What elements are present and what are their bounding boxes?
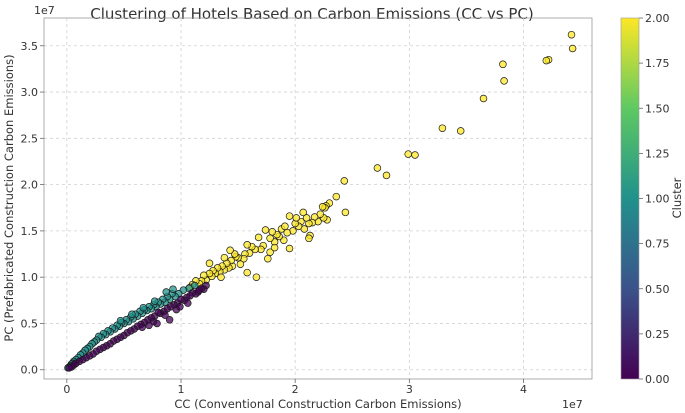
data-point-cluster-2 bbox=[542, 56, 551, 65]
colorbar-tick-label: 0.50 bbox=[645, 283, 670, 296]
data-point-cluster-2 bbox=[270, 243, 279, 252]
data-point-cluster-2 bbox=[285, 244, 294, 253]
data-point-cluster-0 bbox=[165, 316, 174, 324]
data-point-cluster-2 bbox=[373, 164, 382, 172]
y-tick-label: 2.5 bbox=[21, 132, 39, 145]
colorbar-tick-label: 1.50 bbox=[645, 102, 670, 115]
data-point-cluster-2 bbox=[302, 214, 311, 222]
grid bbox=[44, 18, 592, 379]
data-point-cluster-1 bbox=[169, 285, 177, 293]
data-point-cluster-1 bbox=[128, 310, 136, 318]
x-axis-label: CC (Conventional Construction Carbon Emi… bbox=[174, 397, 461, 411]
y-tick-label: 2.0 bbox=[21, 179, 39, 192]
plot-area-frame bbox=[43, 17, 593, 380]
data-point-cluster-0 bbox=[145, 321, 153, 330]
data-point-cluster-2 bbox=[243, 268, 251, 277]
data-point-cluster-2 bbox=[332, 192, 341, 201]
data-point-cluster-0 bbox=[176, 303, 184, 311]
data-point-cluster-2 bbox=[217, 273, 225, 281]
data-point-cluster-2 bbox=[382, 171, 391, 180]
data-point-cluster-0 bbox=[195, 286, 204, 294]
colorbar-tick-label: 1.25 bbox=[645, 147, 670, 160]
data-point-cluster-2 bbox=[567, 30, 576, 39]
colorbar-ticks: 0.00 0.25 0.50 0.75 1.00 1.25 1.50 1.75 2.00 bbox=[639, 12, 670, 386]
y-tick-label: 0.5 bbox=[21, 317, 39, 330]
colorbar-tick-label: 1.75 bbox=[645, 57, 670, 70]
data-point-cluster-2 bbox=[318, 203, 327, 211]
data-point-cluster-2 bbox=[299, 208, 307, 217]
data-point-cluster-2 bbox=[305, 234, 313, 243]
data-point-cluster-2 bbox=[254, 233, 263, 242]
data-point-cluster-2 bbox=[500, 77, 508, 85]
colorbar-tick-label: 1.00 bbox=[645, 193, 670, 206]
data-point-cluster-2 bbox=[226, 246, 234, 255]
data-point-cluster-0 bbox=[65, 364, 73, 372]
x-scale-offset-label: 1e7 bbox=[562, 398, 583, 411]
scatter-points bbox=[64, 30, 577, 372]
data-point-cluster-2 bbox=[404, 150, 412, 158]
data-point-cluster-1 bbox=[139, 303, 148, 312]
data-point-cluster-2 bbox=[264, 254, 272, 263]
y-scale-offset-label: 1e7 bbox=[34, 4, 55, 17]
y-tick-label: 1.0 bbox=[21, 271, 39, 284]
y-axis-label: PC (Prefabricated Construction Carbon Em… bbox=[2, 54, 16, 341]
y-tick-label: 1.5 bbox=[21, 225, 39, 238]
y-tick-label: 0.0 bbox=[21, 364, 39, 377]
data-point-cluster-2 bbox=[292, 214, 301, 222]
data-point-cluster-2 bbox=[261, 226, 270, 234]
x-tick-label: 2 bbox=[292, 383, 299, 396]
y-tick-label: 3.5 bbox=[21, 40, 39, 53]
x-axis-ticks: 0 1 2 3 4 bbox=[63, 379, 527, 396]
data-point-cluster-2 bbox=[268, 228, 277, 236]
data-point-cluster-2 bbox=[220, 253, 229, 262]
data-point-cluster-2 bbox=[411, 151, 419, 159]
data-point-cluster-0 bbox=[153, 319, 161, 328]
data-point-cluster-2 bbox=[568, 44, 577, 53]
colorbar-tick-label: 2.00 bbox=[645, 12, 670, 25]
colorbar-label: Cluster bbox=[670, 177, 684, 218]
data-point-cluster-2 bbox=[252, 273, 261, 281]
data-point-cluster-2 bbox=[499, 60, 507, 69]
data-point-cluster-1 bbox=[150, 297, 159, 305]
data-point-cluster-0 bbox=[138, 323, 146, 331]
data-point-cluster-2 bbox=[205, 259, 214, 268]
data-point-cluster-2 bbox=[341, 208, 350, 217]
data-point-cluster-2 bbox=[340, 177, 349, 185]
data-point-cluster-2 bbox=[456, 127, 465, 135]
data-point-cluster-1 bbox=[162, 288, 170, 296]
data-point-cluster-2 bbox=[283, 228, 291, 237]
chart-title: Clustering of Hotels Based on Carbon Emi… bbox=[90, 5, 534, 23]
y-axis-ticks: 0.0 0.5 1.0 1.5 2.0 2.5 3.0 3.5 bbox=[21, 40, 44, 377]
data-point-cluster-2 bbox=[236, 260, 245, 268]
colorbar-tick-label: 0.75 bbox=[645, 238, 670, 251]
data-point-cluster-1 bbox=[116, 316, 125, 325]
data-point-cluster-2 bbox=[281, 222, 289, 231]
data-point-cluster-2 bbox=[438, 124, 447, 132]
data-point-cluster-2 bbox=[266, 248, 274, 256]
x-tick-label: 1 bbox=[178, 383, 185, 396]
data-point-cluster-2 bbox=[266, 234, 274, 243]
data-point-cluster-0 bbox=[161, 311, 169, 319]
x-tick-label: 0 bbox=[63, 383, 70, 396]
data-point-cluster-2 bbox=[479, 94, 488, 103]
colorbar-tick-label: 0.00 bbox=[645, 373, 670, 386]
x-tick-label: 4 bbox=[520, 383, 527, 396]
data-point-cluster-2 bbox=[285, 212, 294, 220]
y-tick-label: 3.0 bbox=[21, 86, 39, 99]
colorbar-tick-label: 0.25 bbox=[645, 328, 670, 341]
x-tick-label: 3 bbox=[406, 383, 413, 396]
colorbar bbox=[620, 17, 640, 380]
data-point-cluster-0 bbox=[184, 299, 192, 307]
data-point-cluster-2 bbox=[243, 241, 251, 249]
